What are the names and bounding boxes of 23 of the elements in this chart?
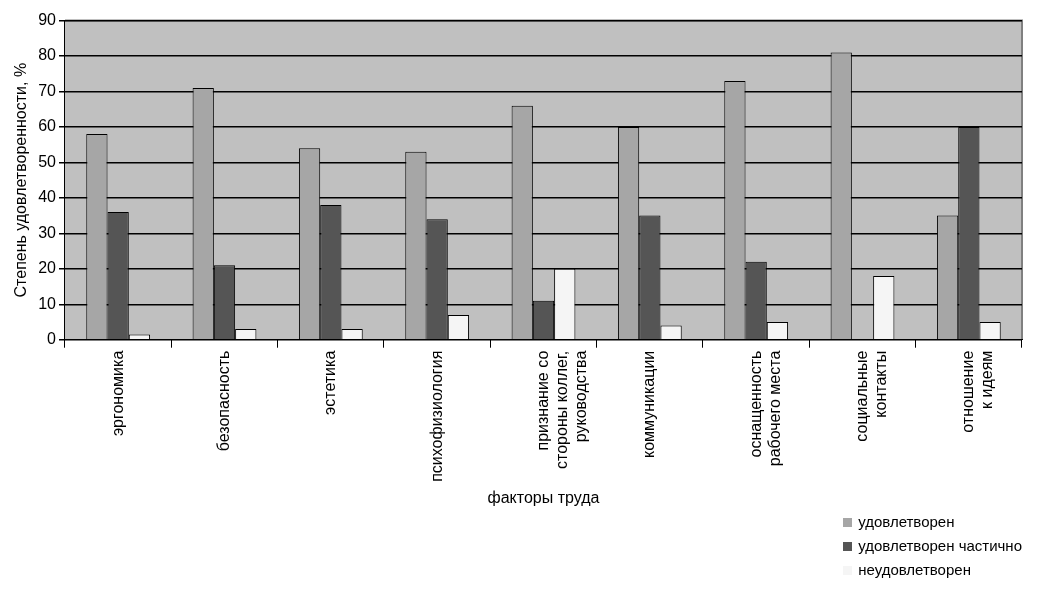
x-tick-label: отношение к идеям [959, 350, 996, 433]
y-tick-label: 10 [38, 294, 57, 312]
legend-label: неудовлетворен [858, 560, 971, 580]
x-tick-label: социальные контакты [852, 350, 890, 442]
x-tick-label: психофизиология [427, 350, 445, 482]
y-tick-label: 60 [38, 117, 57, 135]
y-tick-label: 50 [38, 152, 57, 170]
x-tick-label: эстетика [321, 350, 339, 415]
y-axis-title: Степень удовлетворенности, % [12, 62, 30, 298]
y-tick-label: 90 [38, 11, 57, 29]
x-axis-title: факторы труда [487, 488, 600, 506]
legend-label: удовлетворен частично [858, 536, 1022, 556]
y-tick-label: 70 [38, 81, 57, 99]
y-tick-label: 30 [38, 223, 57, 241]
y-tick-label: 20 [38, 259, 57, 277]
y-tick-label: 0 [47, 330, 57, 348]
x-tick-label: безопасность [214, 350, 232, 452]
x-tick-label: эргономика [108, 350, 126, 437]
x-tick-label: признание со стороны коллег, руководства [533, 350, 590, 469]
legend-label: удовлетворен [858, 512, 955, 532]
y-tick-label: 80 [38, 46, 57, 64]
x-tick-label: коммуникации [640, 350, 658, 459]
y-tick-label: 40 [38, 188, 57, 206]
